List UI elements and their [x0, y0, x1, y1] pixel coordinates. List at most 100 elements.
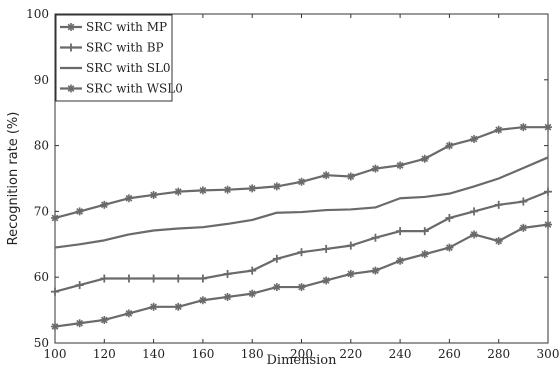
data-point [420, 154, 429, 163]
data-point [470, 207, 479, 216]
data-point [174, 187, 183, 196]
legend-item: SRC with SL0 [60, 61, 171, 75]
data-point [149, 274, 158, 283]
legend-item: SRC with MP [60, 20, 167, 34]
data-point [149, 302, 158, 311]
data-point [519, 223, 528, 232]
data-point [174, 274, 183, 283]
legend-marker [67, 23, 75, 31]
x-tick-label: 220 [339, 347, 362, 361]
data-point [494, 237, 503, 246]
data-point [75, 319, 84, 328]
data-point [51, 213, 59, 222]
data-point [544, 187, 552, 196]
data-point [519, 123, 528, 132]
data-point [198, 186, 207, 195]
data-point [75, 281, 84, 290]
data-point [198, 274, 207, 283]
data-point [494, 125, 503, 134]
data-point [420, 227, 429, 236]
data-point [223, 185, 232, 194]
data-point [198, 296, 207, 305]
data-point [272, 182, 281, 191]
data-point [297, 177, 306, 186]
data-point [248, 184, 257, 193]
data-point [420, 250, 429, 259]
data-point [445, 213, 454, 222]
data-point [445, 243, 454, 252]
data-point [445, 141, 454, 150]
data-point [396, 161, 405, 170]
x-tick-label: 300 [537, 347, 560, 361]
y-tick-label: 80 [34, 139, 49, 153]
y-tick-label: 90 [34, 73, 49, 87]
data-point [223, 269, 232, 278]
data-point [396, 256, 405, 265]
data-point [272, 283, 281, 292]
data-point [124, 274, 133, 283]
data-point [322, 244, 331, 253]
legend-label: SRC with SL0 [86, 61, 171, 75]
data-point [272, 254, 281, 263]
x-tick-label: 260 [438, 347, 461, 361]
data-point [124, 194, 133, 203]
legend-marker [67, 84, 75, 93]
y-tick-label: 60 [34, 270, 49, 284]
data-point [223, 292, 232, 301]
data-point [346, 172, 355, 181]
data-point [248, 289, 257, 298]
x-tick-label: 140 [142, 347, 165, 361]
y-tick-label: 70 [34, 204, 49, 218]
y-tick-label: 50 [34, 336, 49, 350]
x-tick-label: 160 [191, 347, 214, 361]
x-tick-label: 180 [241, 347, 264, 361]
series-2 [51, 187, 552, 296]
data-point [51, 287, 59, 296]
data-point [346, 269, 355, 278]
data-point [544, 220, 552, 229]
data-point [297, 248, 306, 257]
legend-label: SRC with MP [86, 20, 167, 34]
legend: SRC with MP SRC with BP SRC with SL0 SRC wi… [55, 14, 183, 102]
series-layer [51, 123, 552, 331]
data-point [51, 322, 59, 331]
y-axis: 50 60 70 80 90 100 [26, 7, 548, 350]
data-point [297, 283, 306, 292]
data-point [470, 135, 479, 144]
data-point [371, 233, 380, 242]
data-point [100, 274, 109, 283]
x-tick-label: 240 [389, 347, 412, 361]
data-point [322, 276, 331, 285]
x-axis-label: Dimension [266, 353, 337, 368]
data-point [149, 190, 158, 199]
x-tick-label: 280 [487, 347, 510, 361]
data-point [100, 200, 109, 209]
legend-item: SRC with WSL0 [60, 82, 183, 96]
data-point [371, 266, 380, 275]
series-4 [51, 123, 552, 222]
series-1 [51, 220, 552, 331]
legend-box [55, 14, 173, 102]
series-3 [54, 156, 549, 249]
data-point [124, 309, 133, 318]
y-tick-label: 100 [26, 7, 49, 21]
series-line [54, 156, 549, 249]
x-tick-label: 200 [290, 347, 313, 361]
data-point [519, 197, 528, 206]
data-point [322, 171, 331, 180]
data-point [75, 207, 84, 216]
legend-label: SRC with WSL0 [86, 82, 183, 96]
data-point [396, 227, 405, 236]
data-point [248, 266, 257, 275]
data-point [494, 200, 503, 209]
data-point [346, 241, 355, 250]
data-point [174, 302, 183, 311]
x-axis: 100 120 140 160 180 200 220 240 260 280 300 [44, 14, 560, 361]
data-point [544, 123, 552, 132]
legend-marker [67, 43, 75, 52]
data-point [470, 230, 479, 239]
y-axis-label: Recognition rate (%) [6, 112, 21, 246]
legend-label: SRC with BP [86, 41, 164, 55]
data-point [371, 164, 380, 173]
